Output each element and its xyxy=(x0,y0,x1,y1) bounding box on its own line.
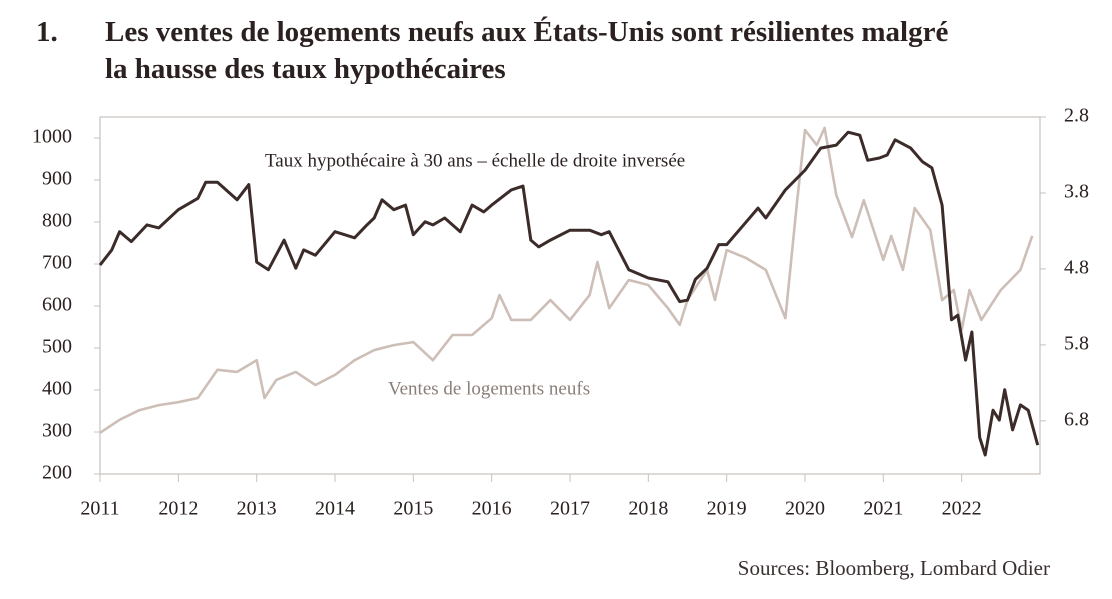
y-tick-label: 300 xyxy=(42,420,72,442)
x-tick-label: 2017 xyxy=(550,498,590,520)
y-tick-label: 900 xyxy=(42,168,72,190)
y2-tick-label: 6.8 xyxy=(1064,408,1089,430)
y-tick-label: 1000 xyxy=(32,126,72,148)
chart-title: la hausse des taux hypothécaires xyxy=(105,53,506,85)
title-number: 1. xyxy=(36,16,58,48)
x-tick-label: 2016 xyxy=(472,498,512,520)
x-tick-label: 2013 xyxy=(237,498,277,520)
x-tick-label: 2014 xyxy=(315,498,355,520)
series-label: Taux hypothécaire à 30 ans – échelle de … xyxy=(265,150,685,171)
x-tick-label: 2018 xyxy=(628,498,668,520)
y2-tick-label: 5.8 xyxy=(1064,332,1089,354)
y2-tick-label: 2.8 xyxy=(1064,105,1089,127)
x-tick-label: 2021 xyxy=(863,498,903,520)
y-tick-label: 400 xyxy=(42,378,72,400)
series-label: Ventes de logements neufs xyxy=(388,378,590,399)
y-tick-label: 700 xyxy=(42,252,72,274)
y2-tick-label: 4.8 xyxy=(1064,257,1089,279)
series-line xyxy=(99,126,1034,434)
x-tick-label: 2011 xyxy=(80,498,119,520)
y-tick-label: 600 xyxy=(42,294,72,316)
x-tick-label: 2022 xyxy=(942,498,982,520)
x-tick-label: 2020 xyxy=(785,498,825,520)
y-tick-label: 800 xyxy=(42,210,72,232)
y-tick-label: 500 xyxy=(42,336,72,358)
x-tick-label: 2012 xyxy=(158,498,198,520)
source: Sources: Bloomberg, Lombard Odier xyxy=(738,556,1050,580)
x-tick-label: 2015 xyxy=(393,498,433,520)
series-line xyxy=(98,130,1040,457)
y-tick-label: 200 xyxy=(42,462,72,484)
y2-tick-label: 3.8 xyxy=(1064,181,1089,203)
chart-title: Les ventes de logements neufs aux États-… xyxy=(105,15,948,48)
x-tick-label: 2019 xyxy=(707,498,747,520)
